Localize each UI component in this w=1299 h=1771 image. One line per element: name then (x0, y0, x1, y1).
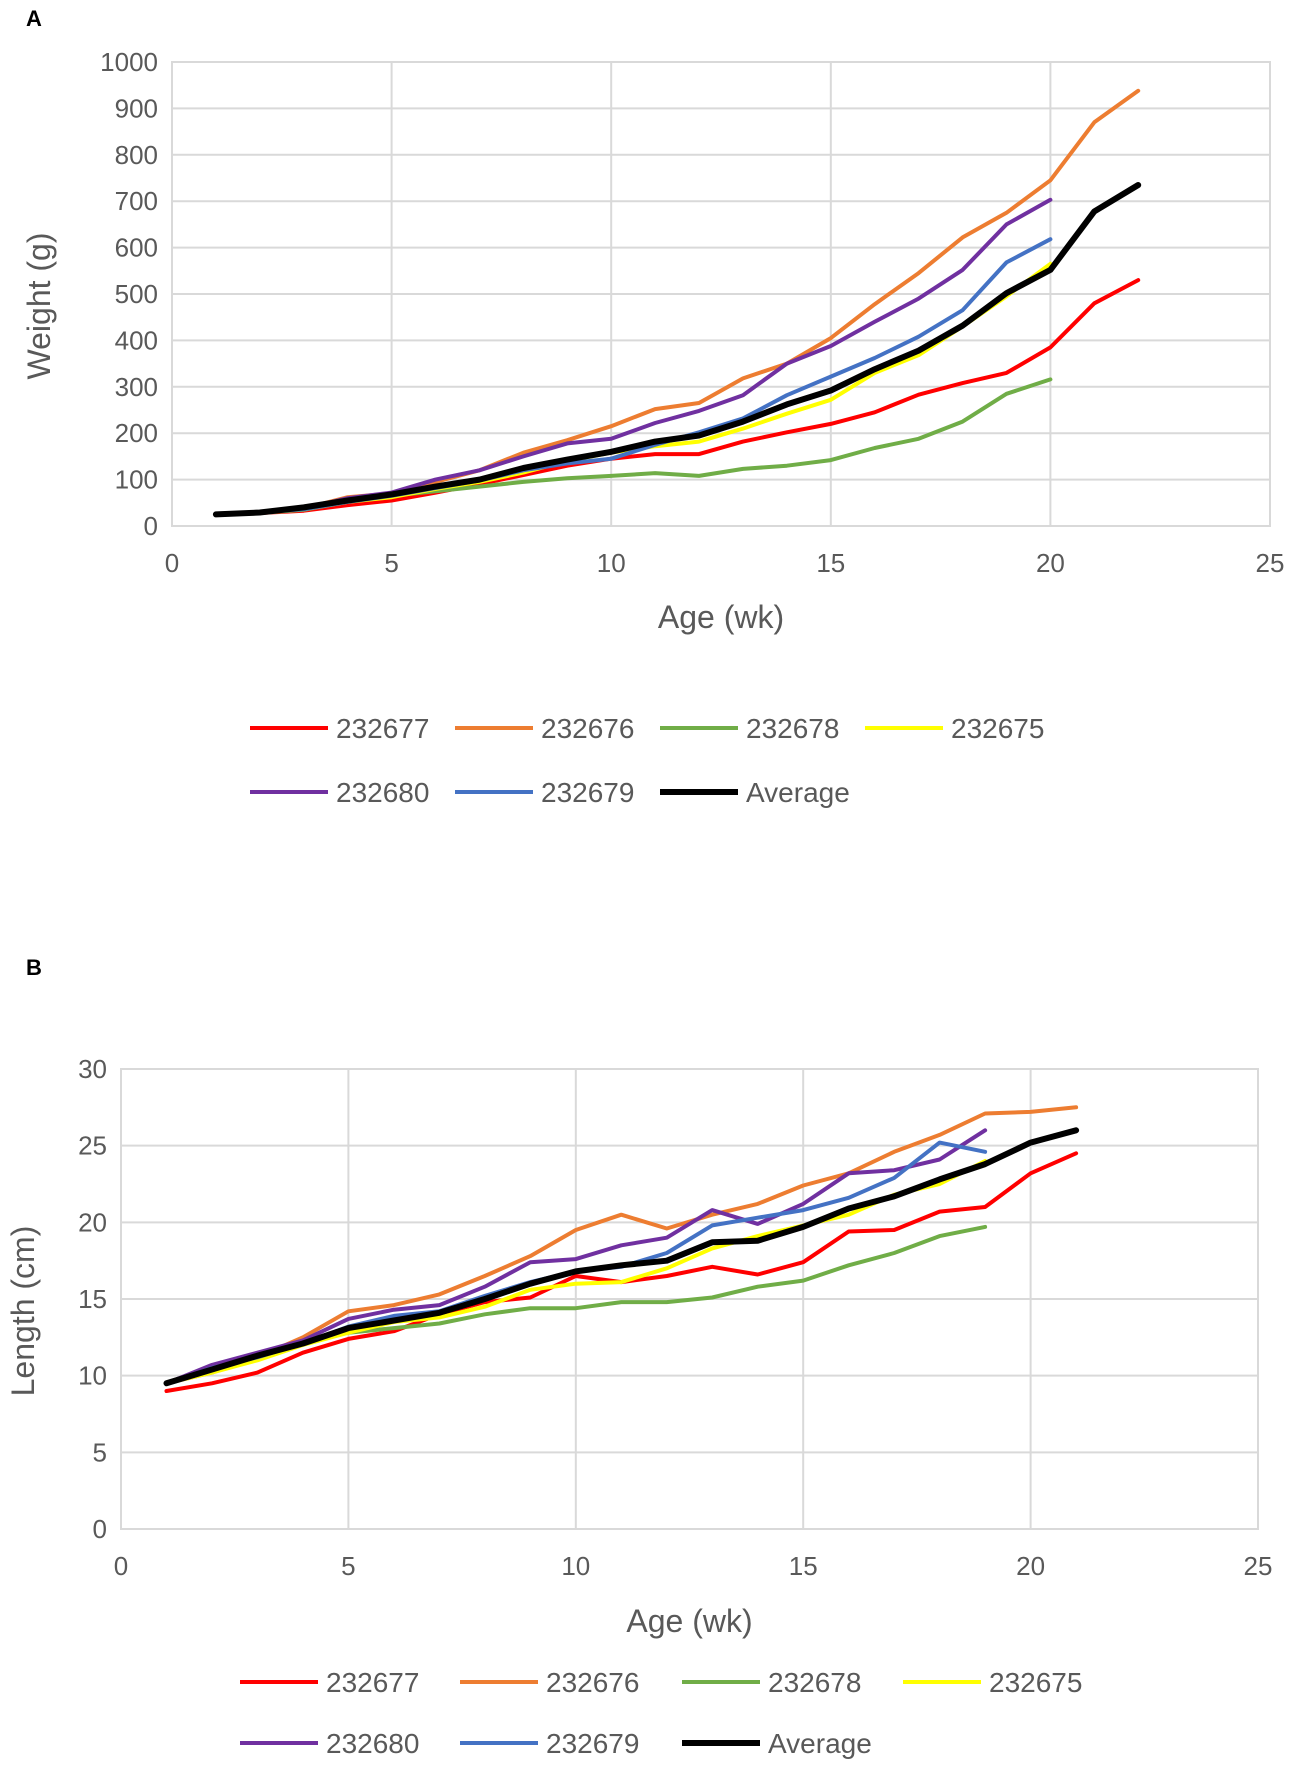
legend-b: 232677 232676 232678 232675 232680 232679 Aver… (240, 1667, 1082, 1759)
legend-label: 232679 (541, 777, 634, 808)
legend-item-232680: 232680 (250, 777, 429, 808)
y-axis-title-b: Length (cm) (5, 1226, 41, 1397)
series-line-average (212, 182, 1142, 518)
y-tick-label: 1000 (100, 47, 158, 77)
x-tick-label: 20 (1016, 1551, 1045, 1581)
y-tick-label: 30 (78, 1054, 107, 1084)
y-tick-label: 800 (115, 140, 158, 170)
legend-label: 232679 (546, 1728, 639, 1759)
chart-panel-a: A 0 100 200 300 400 500 600 700 800 900 1000 0 5 10 15… (21, 6, 1284, 808)
panel-label-b: B (26, 955, 42, 980)
legend-label: 232677 (336, 713, 429, 744)
x-tick-label: 5 (341, 1551, 355, 1581)
series-line-average (163, 1127, 1080, 1387)
legend-label: 232676 (541, 713, 634, 744)
y-tick-label: 700 (115, 186, 158, 216)
tick-labels-a: 0 100 200 300 400 500 600 700 800 900 1000 0 5 10 15 20… (100, 47, 1284, 578)
x-tick-label: 10 (597, 548, 626, 578)
legend-label: 232680 (336, 777, 429, 808)
legend-label: 232680 (326, 1728, 419, 1759)
y-tick-label: 600 (115, 233, 158, 263)
series-line-232675 (213, 261, 1053, 517)
series-line-232677 (213, 278, 1141, 517)
legend-label: 232677 (326, 1667, 419, 1698)
legend-item-232676: 232676 (455, 713, 634, 744)
legend-item-232680: 232680 (240, 1728, 419, 1759)
series-group-b (163, 1105, 1080, 1393)
legend-label: 232676 (546, 1667, 639, 1698)
x-tick-label: 15 (816, 548, 845, 578)
series-line-232676 (164, 1105, 1079, 1386)
legend-item-232677: 232677 (240, 1667, 419, 1698)
legend-label: Average (746, 777, 850, 808)
x-tick-label: 5 (384, 548, 398, 578)
x-tick-label: 15 (789, 1551, 818, 1581)
y-tick-label: 10 (78, 1361, 107, 1391)
y-tick-label: 200 (115, 418, 158, 448)
y-tick-label: 5 (93, 1437, 107, 1467)
x-axis-title-b: Age (wk) (626, 1603, 752, 1639)
x-tick-label: 0 (114, 1551, 128, 1581)
legend-label: 232675 (989, 1667, 1082, 1698)
tick-labels-b: 0 5 10 15 20 25 30 0 5 10 15 20 25 (78, 1054, 1272, 1581)
x-tick-label: 25 (1244, 1551, 1273, 1581)
y-tick-label: 300 (115, 372, 158, 402)
legend-item-232675: 232675 (865, 713, 1044, 744)
legend-item-232678: 232678 (660, 713, 839, 744)
legend-item-232675: 232675 (903, 1667, 1082, 1698)
x-tick-label: 20 (1036, 548, 1065, 578)
legend-item-average: Average (682, 1728, 872, 1759)
legend-item-232679: 232679 (455, 777, 634, 808)
y-tick-label: 900 (115, 93, 158, 123)
x-axis-title-a: Age (wk) (658, 599, 784, 635)
legend-label: Average (768, 1728, 872, 1759)
legend-label: 232678 (768, 1667, 861, 1698)
legend-label: 232675 (951, 713, 1044, 744)
y-tick-label: 15 (78, 1284, 107, 1314)
x-tick-label: 0 (165, 548, 179, 578)
legend-label: 232678 (746, 713, 839, 744)
gridlines-a (171, 61, 1271, 527)
x-tick-label: 25 (1256, 548, 1285, 578)
y-axis-title-a: Weight (g) (21, 232, 57, 379)
chart-panel-b: B 0 5 10 15 20 25 30 0 5 10 15 20 25 Age (wk) Length… (5, 955, 1272, 1759)
panel-label-a: A (26, 6, 42, 31)
legend-a: 232677 232676 232678 232675 232680 232679 Aver… (250, 713, 1044, 808)
y-tick-label: 500 (115, 279, 158, 309)
legend-item-232677: 232677 (250, 713, 429, 744)
series-line-232677 (164, 1151, 1079, 1393)
legend-item-232678: 232678 (682, 1667, 861, 1698)
y-tick-label: 400 (115, 325, 158, 355)
y-tick-label: 0 (144, 511, 158, 541)
series-group-a (212, 88, 1142, 518)
y-tick-label: 100 (115, 465, 158, 495)
legend-item-232679: 232679 (460, 1728, 639, 1759)
legend-item-232676: 232676 (460, 1667, 639, 1698)
y-tick-label: 25 (78, 1131, 107, 1161)
legend-item-average: Average (660, 777, 850, 808)
y-tick-label: 20 (78, 1207, 107, 1237)
x-tick-label: 10 (561, 1551, 590, 1581)
y-tick-label: 0 (93, 1514, 107, 1544)
